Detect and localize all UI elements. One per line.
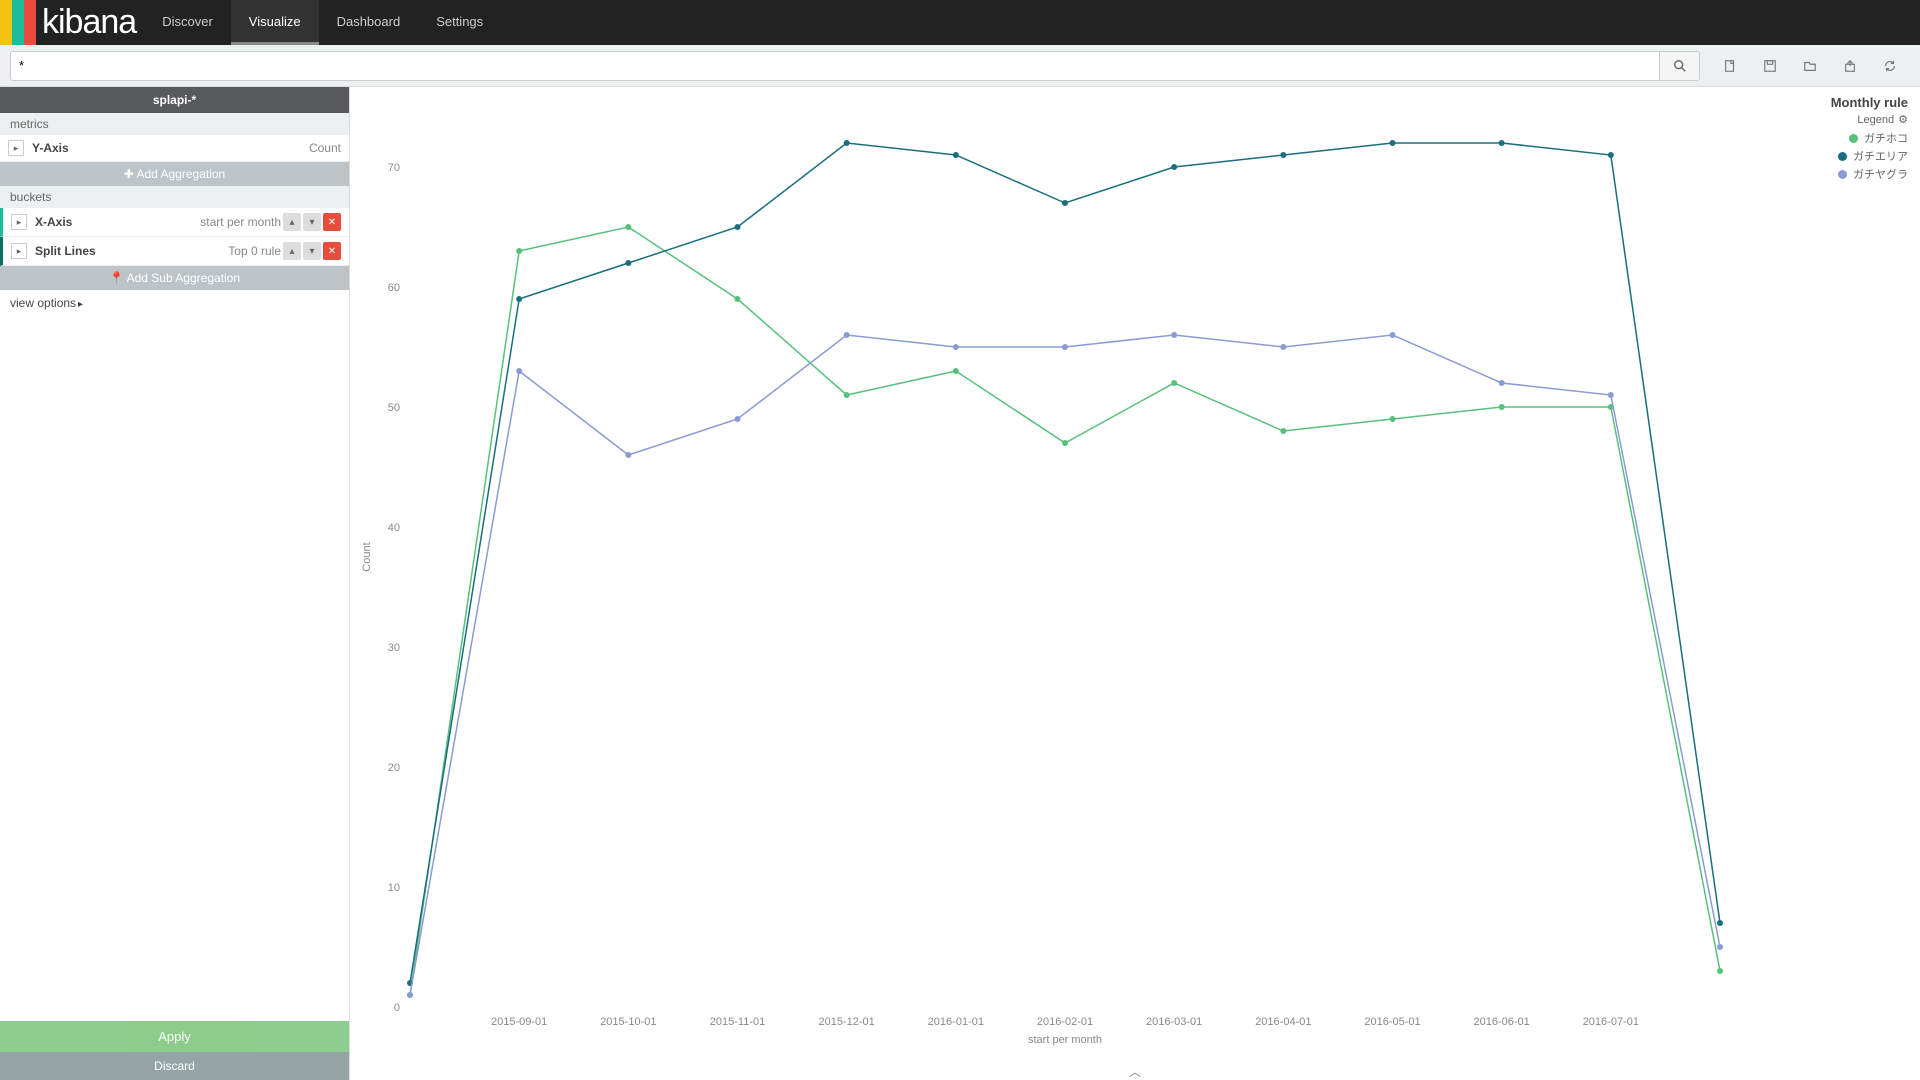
query-input[interactable] (10, 51, 1660, 81)
bucket-value: Top 0 rule (228, 244, 281, 258)
svg-text:70: 70 (388, 162, 400, 174)
nav-tab-visualize[interactable]: Visualize (231, 0, 319, 45)
expand-icon[interactable]: ▸ (11, 243, 27, 259)
svg-text:50: 50 (388, 402, 400, 414)
apply-button[interactable]: Apply (0, 1021, 349, 1052)
yaxis-value: Count (309, 141, 341, 155)
yaxis-label: Y-Axis (32, 141, 69, 155)
move-down-icon[interactable]: ▾ (303, 213, 321, 231)
svg-text:2016-05-01: 2016-05-01 (1364, 1016, 1420, 1028)
collapse-handle-icon[interactable]: ︿ (1129, 1063, 1141, 1080)
bucket-value: start per month (200, 215, 281, 229)
config-sidebar: splapi-* metrics ▸ Y-Axis Count ✚ Add Ag… (0, 87, 350, 1080)
refresh-icon[interactable] (1870, 51, 1910, 81)
add-aggregation-button[interactable]: ✚ Add Aggregation (0, 162, 349, 186)
bucket-label: Split Lines (35, 244, 96, 258)
svg-text:20: 20 (388, 762, 400, 774)
expand-icon[interactable]: ▸ (8, 140, 24, 156)
move-down-icon[interactable]: ▾ (303, 242, 321, 260)
pin-icon: 📍 (109, 271, 127, 285)
kibana-logo: kibana (0, 0, 144, 45)
search-toolbar (0, 45, 1920, 87)
buckets-header: buckets (0, 186, 349, 208)
nav-tab-settings[interactable]: Settings (418, 0, 501, 45)
view-options-toggle[interactable]: view options (0, 290, 349, 316)
metrics-header: metrics (0, 113, 349, 135)
new-icon[interactable] (1710, 51, 1750, 81)
index-pattern-name: splapi-* (0, 87, 349, 113)
plus-icon: ✚ (124, 167, 137, 181)
svg-text:2015-09-01: 2015-09-01 (491, 1016, 547, 1028)
svg-text:start per month: start per month (1028, 1034, 1102, 1046)
svg-text:2016-07-01: 2016-07-01 (1583, 1016, 1639, 1028)
move-up-icon[interactable]: ▴ (283, 242, 301, 260)
bucket-row[interactable]: ▸ X-Axis start per month▴▾✕ (0, 208, 349, 237)
search-icon (1673, 59, 1687, 73)
bucket-row[interactable]: ▸ Split Lines Top 0 rule▴▾✕ (0, 237, 349, 266)
discard-button[interactable]: Discard (0, 1052, 349, 1080)
svg-text:40: 40 (388, 522, 400, 534)
expand-icon[interactable]: ▸ (11, 214, 27, 230)
logo-text: kibana (42, 3, 136, 42)
line-chart: 0 10 20 30 40 50 60 70 2015-09-01 2015-10-01 2015-… (350, 87, 1910, 1067)
svg-text:2015-12-01: 2015-12-01 (819, 1016, 875, 1028)
svg-text:Count: Count (361, 542, 373, 571)
svg-text:10: 10 (388, 882, 400, 894)
nav-tab-discover[interactable]: Discover (144, 0, 231, 45)
search-button[interactable] (1660, 51, 1700, 81)
svg-text:2015-11-01: 2015-11-01 (710, 1016, 765, 1028)
move-up-icon[interactable]: ▴ (283, 213, 301, 231)
svg-text:2016-01-01: 2016-01-01 (928, 1016, 984, 1028)
svg-text:2015-10-01: 2015-10-01 (600, 1016, 656, 1028)
share-icon[interactable] (1830, 51, 1870, 81)
svg-text:2016-06-01: 2016-06-01 (1474, 1016, 1530, 1028)
bucket-label: X-Axis (35, 215, 72, 229)
open-icon[interactable] (1790, 51, 1830, 81)
svg-text:30: 30 (388, 642, 400, 654)
svg-text:2016-02-01: 2016-02-01 (1037, 1016, 1093, 1028)
delete-icon[interactable]: ✕ (323, 213, 341, 231)
svg-text:2016-04-01: 2016-04-01 (1255, 1016, 1311, 1028)
visualization-area: Monthly rule Legend ⚙ ガチホコガチエリアガチヤグラ 010… (350, 87, 1920, 1080)
add-sub-aggregation-button[interactable]: 📍 Add Sub Aggregation (0, 266, 349, 290)
svg-text:0: 0 (394, 1002, 400, 1014)
svg-text:2016-03-01: 2016-03-01 (1146, 1016, 1202, 1028)
save-icon[interactable] (1750, 51, 1790, 81)
svg-text:60: 60 (388, 282, 400, 294)
top-navbar: kibana DiscoverVisualizeDashboardSetting… (0, 0, 1920, 45)
yaxis-row[interactable]: ▸ Y-Axis Count (0, 135, 349, 162)
nav-tab-dashboard[interactable]: Dashboard (319, 0, 419, 45)
delete-icon[interactable]: ✕ (323, 242, 341, 260)
